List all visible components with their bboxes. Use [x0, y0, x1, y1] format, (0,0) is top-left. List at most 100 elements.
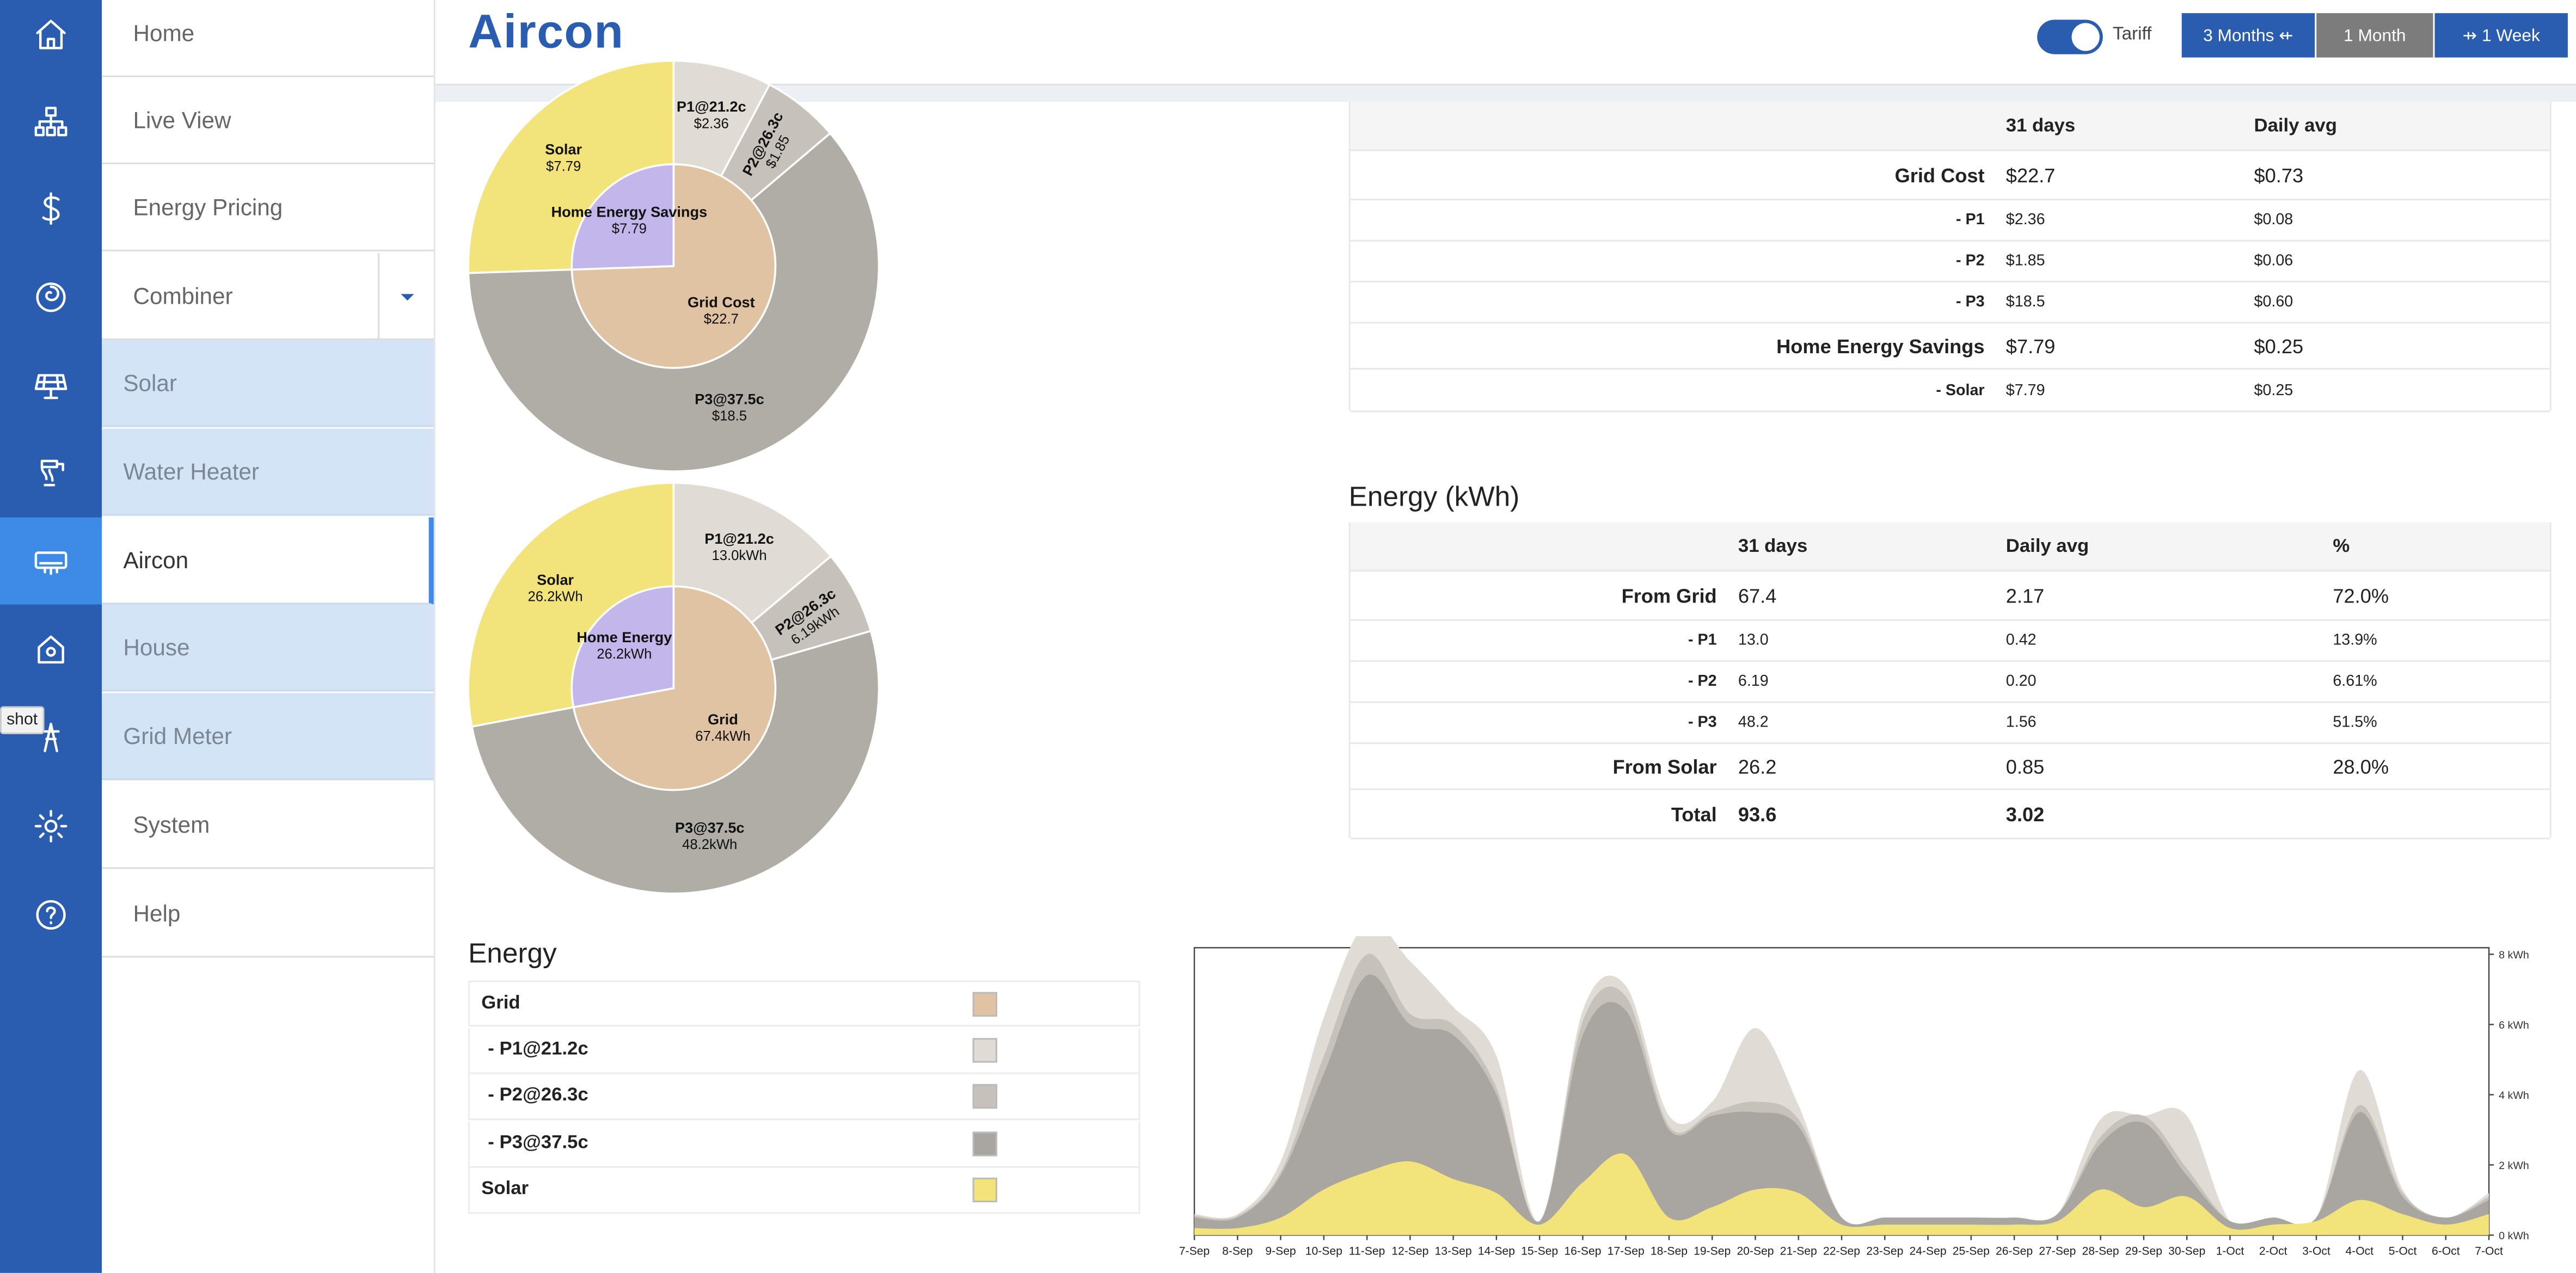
pie-inner-label: Grid Cost $22.7 — [688, 293, 755, 327]
range-1-week-button[interactable]: ⇸ 1 Week — [2434, 13, 2568, 58]
home-icon — [36, 19, 66, 48]
rail-combiner[interactable] — [0, 253, 102, 340]
row-label: - Solar — [1936, 381, 1985, 399]
x-tick-label: 3-Oct — [2302, 1245, 2330, 1258]
pie-label-value: $7.79 — [612, 222, 647, 237]
legend-title: Energy — [468, 938, 557, 969]
nav-item-solar[interactable]: Solar — [102, 340, 434, 427]
page-header: Aircon Tariff 3 Months ⇷ 1 Month ⇸ 1 Wee… — [435, 0, 2576, 85]
legend-swatch — [972, 1178, 997, 1203]
spiral-icon — [36, 281, 66, 311]
nav-item-system[interactable]: System — [102, 782, 434, 869]
row-value: 51.5% — [2333, 714, 2377, 732]
row-value: $1.85 — [2005, 252, 2045, 270]
rail-live-view[interactable] — [0, 77, 102, 164]
legend-label: - P2@26.3c — [488, 1086, 588, 1106]
pie-label-value: 13.0kWh — [712, 548, 766, 563]
rail-grid-meter[interactable] — [0, 693, 102, 780]
x-tick-label: 30-Sep — [2168, 1245, 2205, 1258]
x-tick-label: 4-Oct — [2345, 1245, 2373, 1258]
pie-outer-label: P1@21.2c$2.36 — [677, 98, 746, 131]
nav-item-combiner[interactable]: Combiner — [102, 253, 434, 340]
aircon-icon — [34, 550, 68, 574]
row-value: 0.85 — [2005, 754, 2045, 778]
rail-energy-pricing[interactable] — [0, 164, 102, 251]
y-tick-label: 0 kWh — [2499, 1230, 2529, 1242]
x-tick-label: 11-Sep — [1349, 1245, 1385, 1258]
row-label: - P3 — [1955, 293, 1985, 311]
legend-item: - P1@21.2c — [468, 1027, 1140, 1074]
water-heater-icon — [40, 459, 64, 485]
x-tick-label: 23-Sep — [1866, 1245, 1903, 1258]
tariff-label: Tariff — [2112, 24, 2152, 45]
row-value: 0.20 — [2005, 672, 2037, 691]
rail-house[interactable] — [0, 605, 102, 692]
nav-item-home[interactable]: Home — [102, 0, 434, 77]
pie-label-value: $7.79 — [546, 159, 581, 174]
rail-solar[interactable] — [0, 340, 102, 427]
pie-inner-label: Home Energy Savings $7.79 — [551, 203, 707, 236]
legend-item: Grid — [468, 980, 1140, 1027]
pie-label-value: $18.5 — [712, 409, 747, 424]
rail-system[interactable] — [0, 782, 102, 869]
table-row: Grid Cost $22.7 $0.73 — [1350, 151, 2550, 201]
rail-help[interactable] — [0, 870, 102, 957]
nav-item-house[interactable]: House — [102, 604, 434, 692]
rail-water-heater[interactable] — [0, 429, 102, 516]
nav-item-help[interactable]: Help — [102, 870, 434, 958]
row-label: - P2 — [1688, 672, 1717, 691]
nav-item-label: Home — [133, 20, 195, 46]
row-label: Grid Cost — [1894, 163, 1985, 187]
legend-label: - P3@37.5c — [488, 1133, 588, 1153]
cost-table: 31 days Daily avg Grid Cost $22.7 $0.73 - P1 $… — [1348, 102, 2552, 413]
row-value: 1.56 — [2005, 714, 2037, 732]
row-value: 26.2 — [1738, 754, 1777, 778]
row-label: From Grid — [1621, 583, 1717, 607]
cost-pie-chart: P1@21.2c$2.36 P2@26.3c$1.85P3@37.5c$18.5S… — [467, 59, 880, 472]
table-row: - P1 13.0 0.42 13.9% — [1350, 621, 2550, 662]
nav-item-label: Aircon — [123, 546, 189, 574]
combiner-expand-button[interactable] — [378, 253, 434, 340]
row-label: - P3 — [1688, 714, 1717, 732]
rail-home[interactable] — [0, 0, 102, 77]
x-tick-label: 20-Sep — [1737, 1245, 1774, 1258]
nav-item-energy-pricing[interactable]: Energy Pricing — [102, 164, 434, 251]
nav-item-label: Energy Pricing — [133, 194, 283, 220]
nav-item-aircon[interactable]: Aircon — [102, 517, 434, 605]
row-label: From Solar — [1612, 754, 1717, 778]
pie-label-name: Solar — [545, 141, 582, 158]
energy-area-chart: 0 kWh 2 kWh 4 kWh 6 kWh 8 kWh 7-Sep 8-Sep 9-Sep… — [1179, 936, 2529, 1258]
row-label: - P1 — [1688, 631, 1717, 650]
table-row: - P3 48.2 1.56 51.5% — [1350, 703, 2550, 745]
nav-item-live-view[interactable]: Live View — [102, 77, 434, 164]
table-row: Home Energy Savings $7.79 $0.25 — [1350, 324, 2550, 370]
table-row: - P2 $1.85 $0.06 — [1350, 242, 2550, 283]
nav-item-label: System — [133, 811, 210, 838]
row-value: $22.7 — [2005, 163, 2056, 187]
row-value: $18.5 — [2005, 293, 2045, 311]
range-1-month-button[interactable]: 1 Month — [2316, 13, 2433, 58]
row-value: 3.02 — [2005, 802, 2045, 826]
row-value: 13.0 — [1738, 631, 1769, 650]
y-tick-label: 6 kWh — [2499, 1019, 2529, 1031]
y-tick-label: 4 kWh — [2499, 1090, 2529, 1102]
page-title: Aircon — [468, 7, 624, 59]
pie-label-name: P1@21.2c — [704, 530, 774, 547]
x-tick-label: 2-Oct — [2259, 1245, 2287, 1258]
row-value: $0.25 — [2254, 334, 2304, 358]
tariff-toggle[interactable] — [2037, 20, 2103, 54]
nav-item-grid-meter[interactable]: Grid Meter — [102, 693, 434, 780]
range-3-months-button[interactable]: 3 Months ⇷ — [2181, 13, 2315, 58]
rail-aircon[interactable] — [0, 517, 102, 605]
table-row: From Grid 67.4 2.17 72.0% — [1350, 571, 2550, 621]
legend-swatch — [972, 992, 997, 1017]
row-value: $0.73 — [2254, 163, 2304, 187]
column-header: 31 days — [2005, 115, 2076, 136]
pie-label-name: Grid Cost — [688, 293, 755, 310]
row-value: $0.60 — [2254, 293, 2293, 311]
row-value: 48.2 — [1738, 714, 1769, 732]
legend-label: - P1@21.2c — [488, 1039, 588, 1059]
nav-item-water-heater[interactable]: Water Heater — [102, 428, 434, 516]
